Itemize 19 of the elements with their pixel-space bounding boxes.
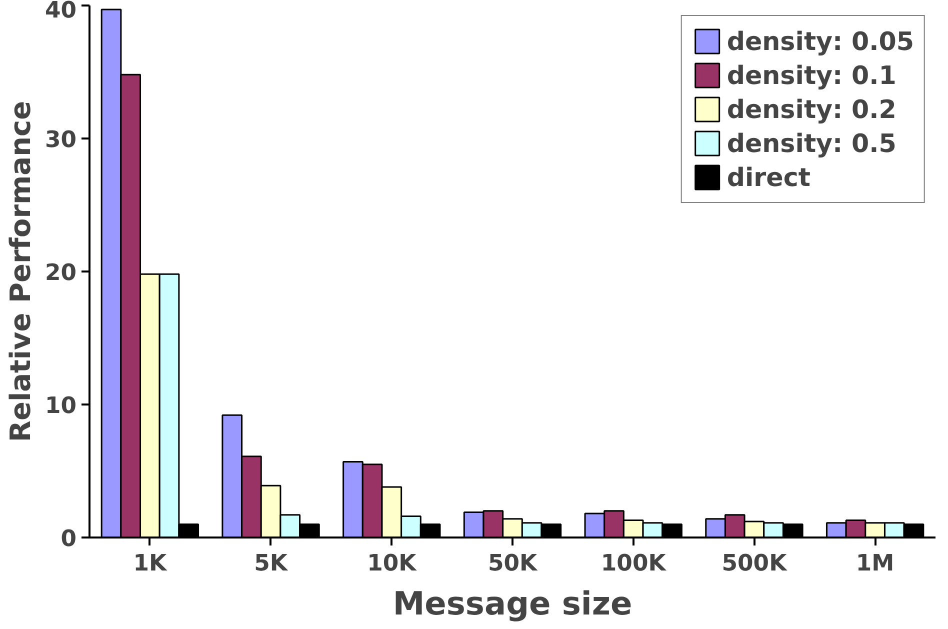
legend-label: direct [726,162,810,192]
x-tick-label: 100K [600,550,668,576]
y-tick-label: 40 [44,0,77,24]
x-tick-label: 1K [133,550,168,576]
y-axis-title: Relative Performance [4,100,37,442]
x-tick-label: 50K [488,550,538,576]
y-tick-label: 0 [60,526,76,552]
y-tick-label: 30 [44,127,77,153]
x-tick-label: 10K [367,550,418,576]
y-tick-label: 20 [44,260,77,286]
x-tick-label: 500K [722,550,788,576]
legend-label: density: 0.05 [726,26,914,56]
legend-label: density: 0.2 [726,94,896,124]
x-tick-label: 1M [856,550,894,576]
x-tick-label: 5K [254,550,289,576]
legend-label: density: 0.1 [726,60,896,90]
y-tick-label: 10 [44,393,77,419]
legend-label: density: 0.5 [726,128,896,158]
x-axis-title: Message size [392,584,632,622]
